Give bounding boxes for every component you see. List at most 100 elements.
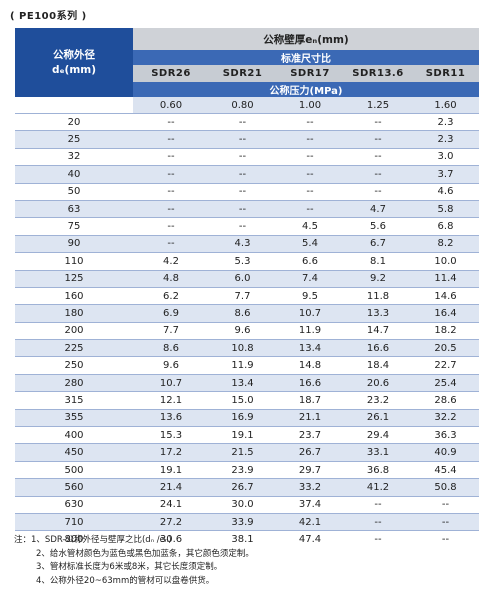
dn-cell: 160: [15, 286, 133, 305]
wall-thickness-cell: 16.4: [412, 304, 479, 323]
sdr-column-header: SDR17: [276, 65, 344, 82]
table-row: 315 12.1 15.0 18.7 23.2 28.6: [15, 391, 479, 410]
table-row: 400 15.3 19.1 23.7 29.4 36.3: [15, 426, 479, 444]
table-row: 90 -- 4.3 5.4 6.7 8.2: [15, 234, 479, 253]
wall-thickness-cell: --: [344, 165, 412, 184]
wall-thickness-cell: 4.5: [276, 217, 344, 236]
table-row: 800 30.6 38.1 47.4 -- --: [15, 530, 479, 548]
wall-thickness-cell: 17.2: [133, 443, 209, 462]
wall-thickness-cell: 18.7: [276, 391, 344, 410]
sdr-column-header: SDR21: [209, 65, 276, 82]
dn-cell: 280: [15, 373, 133, 392]
wall-thickness-cell: --: [344, 147, 412, 166]
wall-thickness-cell: 40.9: [412, 443, 479, 462]
wall-thickness-cell: --: [209, 217, 276, 236]
wall-thickness-cell: 20.5: [412, 339, 479, 357]
table-row: 75 -- -- 4.5 5.6 6.8: [15, 217, 479, 236]
wall-thickness-cell: --: [276, 112, 344, 131]
wall-thickness-cell: 4.6: [412, 182, 479, 201]
table-row: 32 -- -- -- -- 3.0: [15, 147, 479, 166]
dn-cell: 200: [15, 321, 133, 340]
wall-thickness-cell: 6.9: [133, 304, 209, 323]
wall-thickness-cell: 11.9: [276, 321, 344, 340]
wall-thickness-cell: 2.3: [412, 112, 479, 131]
wall-thickness-cell: 14.7: [344, 321, 412, 340]
note-line: 3、管材标准长度为6米或8米，其它长度须定制。: [14, 561, 254, 575]
notes-lead: 注：: [14, 535, 32, 545]
sdr-header: 标准尺寸比: [133, 50, 479, 65]
wall-thickness-cell: 3.7: [412, 165, 479, 184]
wall-thickness-cell: --: [209, 147, 276, 166]
wall-thickness-cell: 12.1: [133, 391, 209, 410]
wall-thickness-cell: 23.7: [276, 426, 344, 444]
table-row: 450 17.2 21.5 26.7 33.1 40.9: [15, 443, 479, 462]
table-row: 50 -- -- -- -- 4.6: [15, 182, 479, 201]
wall-thickness-cell: 6.8: [412, 217, 479, 236]
dn-cell: 450: [15, 443, 133, 462]
dn-header-line2: dₑ(mm): [51, 63, 97, 76]
wall-thickness-cell: 45.4: [412, 460, 479, 479]
wall-thickness-cell: 33.9: [209, 512, 276, 531]
table-row: 125 4.8 6.0 7.4 9.2 11.4: [15, 269, 479, 288]
notes: 注：1、SDR-公称外径与壁厚之比(dₙ /eₙ) 2、给水管材颜色为蓝色或黑色…: [14, 534, 254, 588]
dn-cell: 75: [15, 217, 133, 236]
wall-thickness-cell: --: [133, 147, 209, 166]
wall-thickness-cell: --: [209, 112, 276, 131]
wall-thickness-cell: 18.4: [344, 356, 412, 375]
sdr-column-header: SDR26: [133, 65, 209, 82]
wall-thickness-cell: --: [209, 182, 276, 201]
table-row: 560 21.4 26.7 33.2 41.2 50.8: [15, 478, 479, 497]
table-row: 710 27.2 33.9 42.1 -- --: [15, 512, 479, 531]
wall-thickness-cell: 26.7: [209, 478, 276, 497]
dn-cell: 110: [15, 252, 133, 271]
wall-thickness-cell: 3.0: [412, 147, 479, 166]
pressure-value: 1.25: [344, 97, 412, 114]
wall-thickness-cell: 10.8: [209, 339, 276, 357]
wall-thickness-cell: 7.7: [133, 321, 209, 340]
wall-thickness-cell: 22.7: [412, 356, 479, 375]
table-row: 110 4.2 5.3 6.6 8.1 10.0: [15, 252, 479, 271]
dn-cell: 400: [15, 426, 133, 444]
wall-thickness-cell: 16.9: [209, 408, 276, 427]
note-line: 2、给水管材颜色为蓝色或黑色加蓝条，其它颜色须定制。: [14, 548, 254, 562]
wall-thickness-cell: 25.4: [412, 373, 479, 392]
table-row: 355 13.6 16.9 21.1 26.1 32.2: [15, 408, 479, 427]
wall-thickness-cell: 30.6: [133, 530, 209, 548]
wall-thickness-cell: 15.3: [133, 426, 209, 444]
wall-thickness-cell: 11.8: [344, 286, 412, 305]
wall-thickness-cell: 14.6: [412, 286, 479, 305]
wall-thickness-cell: 20.6: [344, 373, 412, 392]
dn-cell: 560: [15, 478, 133, 497]
wall-thickness-cell: --: [344, 530, 412, 548]
wall-thickness-cell: 5.6: [344, 217, 412, 236]
dn-cell: 125: [15, 269, 133, 288]
pressure-value: 0.80: [209, 97, 276, 114]
dn-cell: 90: [15, 234, 133, 253]
pressure-value: 1.00: [276, 97, 344, 114]
wall-thickness-cell: 9.6: [209, 321, 276, 340]
dn-cell: 500: [15, 460, 133, 479]
wall-thickness-cell: --: [133, 234, 209, 253]
wall-thickness-header: 公称壁厚eₙ(mm): [133, 28, 479, 50]
wall-thickness-cell: 8.6: [133, 339, 209, 357]
table-caption: ( PE100系列 ): [10, 11, 87, 22]
wall-thickness-cell: 9.5: [276, 286, 344, 305]
table-row: 500 19.1 23.9 29.7 36.8 45.4: [15, 460, 479, 479]
pn-spacer: [15, 97, 133, 114]
dn-header-line1: 公称外径: [53, 48, 95, 61]
wall-thickness-cell: 21.1: [276, 408, 344, 427]
wall-thickness-cell: 28.6: [412, 391, 479, 410]
wall-thickness-cell: --: [412, 530, 479, 548]
wall-thickness-cell: 26.1: [344, 408, 412, 427]
wall-thickness-cell: 42.1: [276, 512, 344, 531]
wall-thickness-cell: 33.1: [344, 443, 412, 462]
table-row: 280 10.7 13.4 16.6 20.6 25.4: [15, 373, 479, 392]
wall-thickness-cell: 36.3: [412, 426, 479, 444]
wall-thickness-cell: 9.6: [133, 356, 209, 375]
wall-thickness-cell: 41.2: [344, 478, 412, 497]
wall-thickness-cell: --: [133, 112, 209, 131]
wall-thickness-cell: --: [344, 495, 412, 514]
wall-thickness-cell: 16.6: [344, 339, 412, 357]
table-row: 40 -- -- -- -- 3.7: [15, 165, 479, 184]
dn-cell: 25: [15, 130, 133, 149]
